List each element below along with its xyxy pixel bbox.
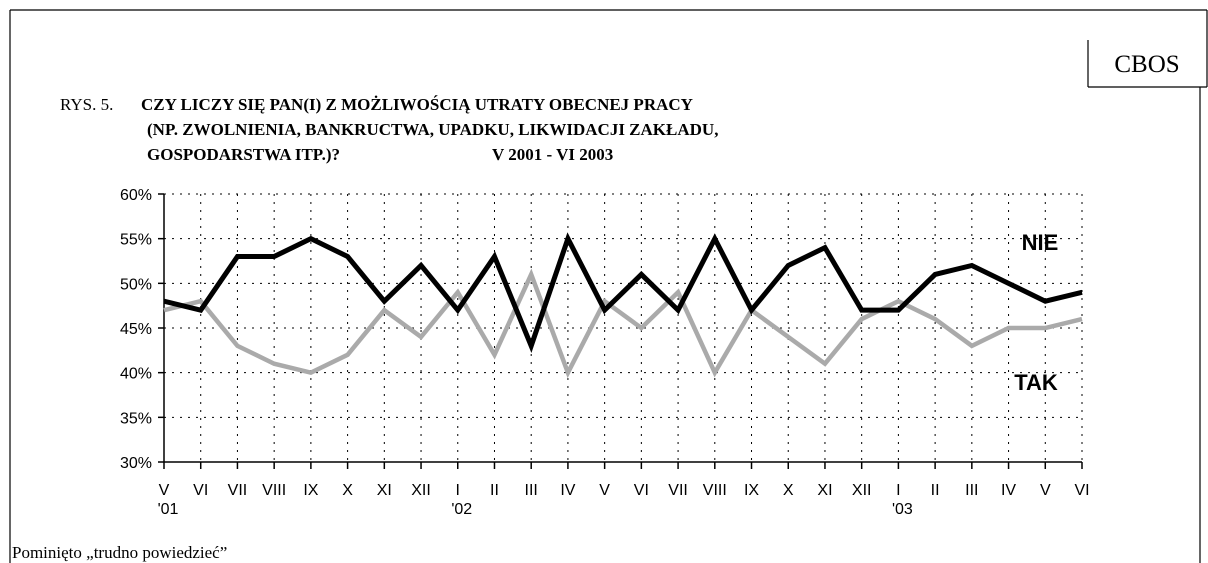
line-series [163, 268, 1083, 379]
x-tick-label: III [965, 482, 978, 499]
x-tick-label: X [342, 482, 353, 499]
source: CBOS [1114, 51, 1179, 78]
x-tick-label: VII [668, 482, 688, 499]
subtitle: V 2001 - VI 2003 [492, 145, 613, 164]
title: CZY LICZY SIĘ PAN(I) Z MOŻLIWOŚCIĄ UTRAT… [141, 95, 693, 114]
series-label: NIE [1022, 230, 1059, 255]
x-tick-label: IV [1001, 482, 1016, 499]
y-tick-label: 40% [120, 366, 152, 383]
line-series [163, 232, 1083, 353]
y-tick-label: 30% [120, 455, 152, 472]
x-tick-label: VII [228, 482, 248, 499]
y-tick-label: 60% [120, 187, 152, 204]
y-tick-label: 55% [120, 232, 152, 249]
x-tick-label: II [931, 482, 940, 499]
x-tick-label: VI [193, 482, 208, 499]
x-tick-label: VI [1074, 482, 1089, 499]
x-tick-label: VIII [703, 482, 727, 499]
x-tick-label: XI [817, 482, 832, 499]
x-tick-label: III [525, 482, 538, 499]
x-tick-label: V [599, 482, 610, 499]
x-year-label: '02 [451, 501, 472, 518]
x-tick-label: VI [634, 482, 649, 499]
title: GOSPODARSTWA ITP.)? [147, 145, 340, 164]
x-tick-label: V [159, 482, 170, 499]
x-tick-label: II [490, 482, 499, 499]
y-tick-label: 50% [120, 276, 152, 293]
x-tick-label: IX [744, 482, 759, 499]
x-tick-label: XII [852, 482, 872, 499]
x-year-label: '01 [158, 501, 179, 518]
title-prefix: RYS. 5. [60, 95, 113, 114]
x-tick-label: IX [303, 482, 318, 499]
x-tick-label: X [783, 482, 794, 499]
x-tick-label: VIII [262, 482, 286, 499]
y-tick-label: 35% [120, 410, 152, 427]
x-tick-label: IV [560, 482, 575, 499]
y-tick-label: 45% [120, 321, 152, 338]
x-tick-label: XI [377, 482, 392, 499]
x-tick-label: XII [411, 482, 431, 499]
x-tick-label: I [896, 482, 900, 499]
title: (NP. ZWOLNIENIA, BANKRUCTWA, UPADKU, LIK… [147, 120, 718, 139]
series-label: TAK [1014, 370, 1058, 395]
x-year-label: '03 [892, 501, 913, 518]
note: Pominięto „trudno powiedzieć” [12, 543, 227, 562]
x-tick-label: V [1040, 482, 1051, 499]
x-tick-label: I [456, 482, 460, 499]
frame [9, 9, 1208, 563]
